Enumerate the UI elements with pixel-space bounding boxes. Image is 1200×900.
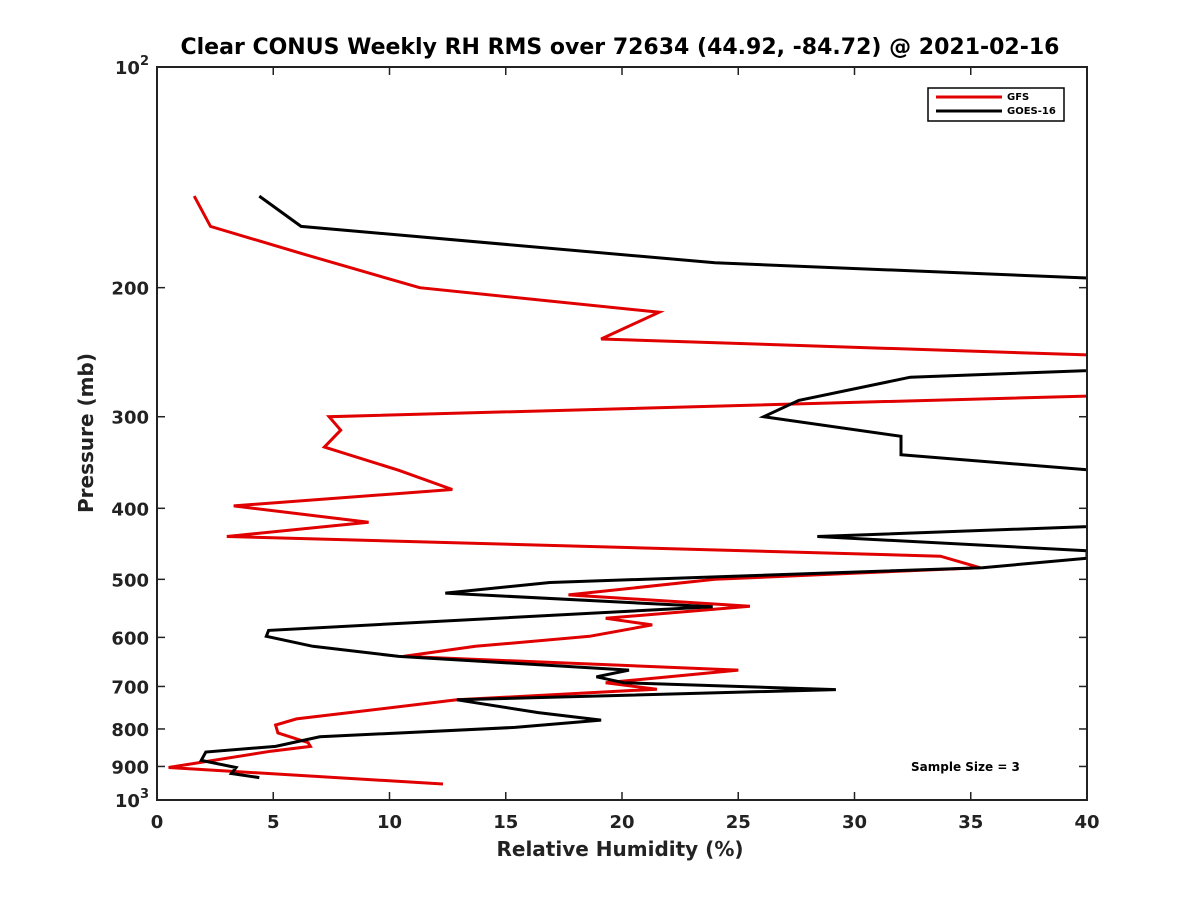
y-axis-label: Pressure (mb) [74, 353, 98, 513]
y-tick-label: 103 [115, 787, 149, 812]
x-tick-label: 10 [377, 812, 402, 833]
y-tick-label: 102 [115, 54, 149, 79]
x-tick-label: 15 [493, 812, 518, 833]
x-tick-label: 35 [958, 812, 983, 833]
ticks-layer: 0 5 10 15 20 25 30 35 40 102 200 300 400 500 600 700 800… [111, 54, 1099, 833]
x-tick-label: 40 [1074, 812, 1099, 833]
series-line-goes16 [198, 194, 1087, 780]
y-tick-label: 900 [111, 757, 149, 778]
y-tick-label: 700 [111, 677, 149, 698]
series-line-gfs [168, 195, 1087, 786]
series-layer [168, 194, 1087, 786]
legend: GFS GOES-16 [927, 87, 1065, 122]
y-tick-label: 300 [111, 408, 149, 429]
x-axis-label: Relative Humidity (%) [496, 837, 743, 861]
x-tick-label: 0 [151, 812, 164, 833]
y-tick-label: 500 [111, 570, 149, 591]
x-tick-label: 5 [267, 812, 280, 833]
legend-label-gfs: GFS [1007, 92, 1029, 103]
y-tick-label: 600 [111, 628, 149, 649]
chart-title: Clear CONUS Weekly RH RMS over 72634 (44… [181, 35, 1060, 60]
y-tick-label: 800 [111, 720, 149, 741]
y-tick-label: 400 [111, 499, 149, 520]
x-tick-label: 25 [726, 812, 751, 833]
y-tick-label: 200 [111, 279, 149, 300]
sample-size-annotation: Sample Size = 3 [911, 760, 1020, 774]
plot-frame [156, 66, 1088, 801]
x-tick-label: 30 [842, 812, 867, 833]
legend-label-goes16: GOES-16 [1007, 106, 1056, 117]
x-tick-label: 20 [609, 812, 634, 833]
legend-box [927, 87, 1065, 122]
